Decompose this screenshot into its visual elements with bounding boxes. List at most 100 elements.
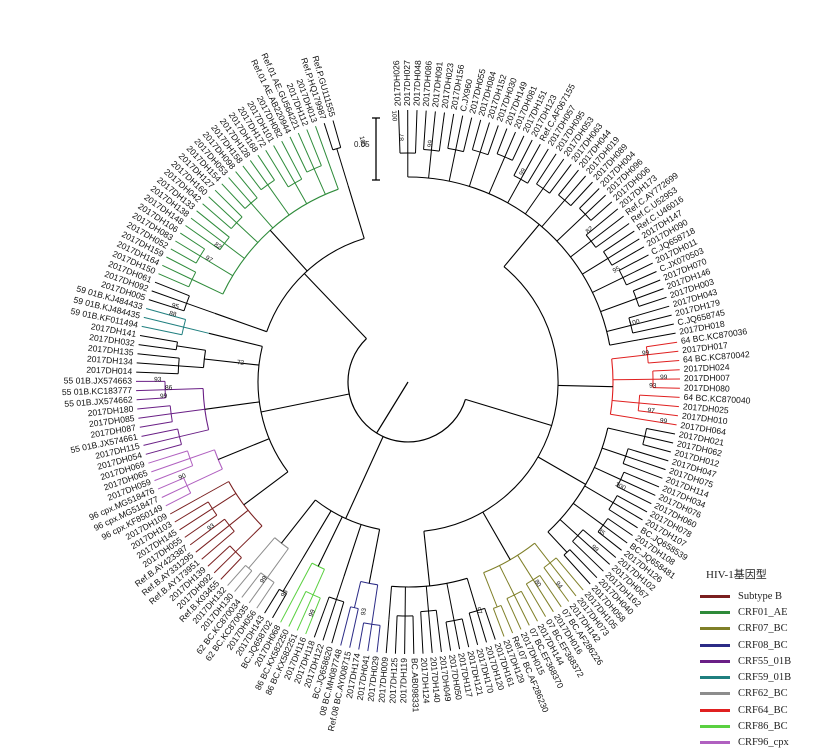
branch [564, 555, 590, 584]
legend-item: CRF64_BC [700, 702, 815, 718]
bootstrap-value: 94 [554, 580, 564, 590]
bootstrap-value: 100 [628, 318, 641, 328]
bootstrap-value: 93 [360, 607, 368, 616]
bootstrap-value: 99 [259, 575, 269, 585]
branch [456, 116, 463, 150]
branch [137, 363, 179, 366]
branch [298, 133, 314, 169]
branch [140, 336, 178, 343]
branch [483, 512, 510, 560]
branch [585, 486, 614, 503]
bootstrap-value: 86 [165, 384, 173, 391]
branch [214, 552, 235, 573]
branch [638, 411, 678, 416]
legend-swatch [700, 660, 730, 663]
branch [538, 457, 586, 485]
branch [521, 591, 537, 621]
legend-item: CRF08_BC [700, 637, 815, 653]
branch [348, 186, 364, 239]
branch [281, 500, 315, 543]
legend-label: Subtype B [738, 591, 782, 602]
branch [212, 493, 236, 508]
branch [526, 584, 545, 617]
branch [180, 430, 209, 437]
branch [209, 333, 262, 346]
branch [377, 625, 380, 652]
branch [647, 429, 676, 435]
branch [633, 280, 660, 291]
branch [140, 422, 173, 428]
branch [537, 154, 557, 184]
branch [139, 345, 177, 350]
branch [570, 550, 597, 578]
branch [504, 225, 539, 267]
branch [557, 214, 585, 241]
branch [648, 361, 679, 364]
branch [543, 159, 564, 189]
branch [261, 394, 349, 412]
branch [582, 258, 608, 274]
legend-swatch [700, 725, 730, 728]
branch [192, 280, 223, 295]
branch [484, 573, 498, 607]
branch [624, 472, 659, 487]
leaf-label: 2017DH027 [402, 60, 412, 106]
branch [290, 137, 307, 172]
branch [469, 613, 477, 645]
branch [136, 372, 178, 374]
branch [136, 390, 165, 391]
branch [480, 123, 489, 153]
branch [155, 466, 193, 481]
branch [386, 619, 389, 653]
bootstrap-value: 85 [596, 527, 606, 537]
branch [304, 274, 366, 339]
legend-swatch [700, 676, 730, 679]
branch [237, 223, 258, 243]
legend-item: CRF59_01B [700, 669, 815, 685]
bootstrap-value: 99 [590, 544, 600, 554]
branch [591, 216, 624, 241]
branch [429, 611, 433, 653]
branch [221, 558, 242, 580]
branch [170, 497, 201, 514]
branch [612, 247, 644, 265]
leaf-label: 2017DH026 [391, 60, 403, 106]
branch [297, 563, 312, 591]
branch [623, 464, 662, 479]
branch [333, 121, 341, 148]
branch [258, 155, 275, 180]
branch [413, 616, 414, 654]
bootstrap-value: 97 [474, 606, 483, 615]
branch [344, 525, 361, 577]
bootstrap-value: 99 [660, 374, 668, 381]
branch [144, 317, 184, 327]
legend-label: CRF07_BC [738, 623, 788, 634]
scale-bar-label: 0.05 [354, 140, 370, 149]
legend-label: CRF01_AE [738, 607, 788, 618]
branch [424, 531, 430, 586]
branch [346, 437, 383, 519]
branch [204, 359, 259, 365]
branch [489, 157, 505, 194]
branch [222, 184, 245, 209]
branch [267, 549, 288, 578]
branch [243, 166, 261, 190]
branch [203, 204, 232, 229]
branch [525, 189, 543, 214]
leaf-label: BC.AB098331 [410, 658, 421, 713]
branch [518, 555, 534, 580]
legend-label: CRF59_01B [738, 672, 791, 683]
branch [639, 297, 667, 306]
branch [138, 414, 171, 418]
branch [592, 278, 623, 293]
scale-bar [372, 118, 380, 180]
tree-branches [136, 110, 680, 654]
branch [465, 399, 551, 425]
branch [166, 493, 191, 506]
branch [610, 414, 641, 419]
branch [485, 608, 496, 639]
legend-items: Subtype B CRF01_AE CRF07_BC CRF08_BC CRF… [700, 588, 815, 751]
branch [405, 616, 406, 654]
bootstrap-value: 99 [427, 139, 435, 147]
branch [573, 541, 604, 571]
